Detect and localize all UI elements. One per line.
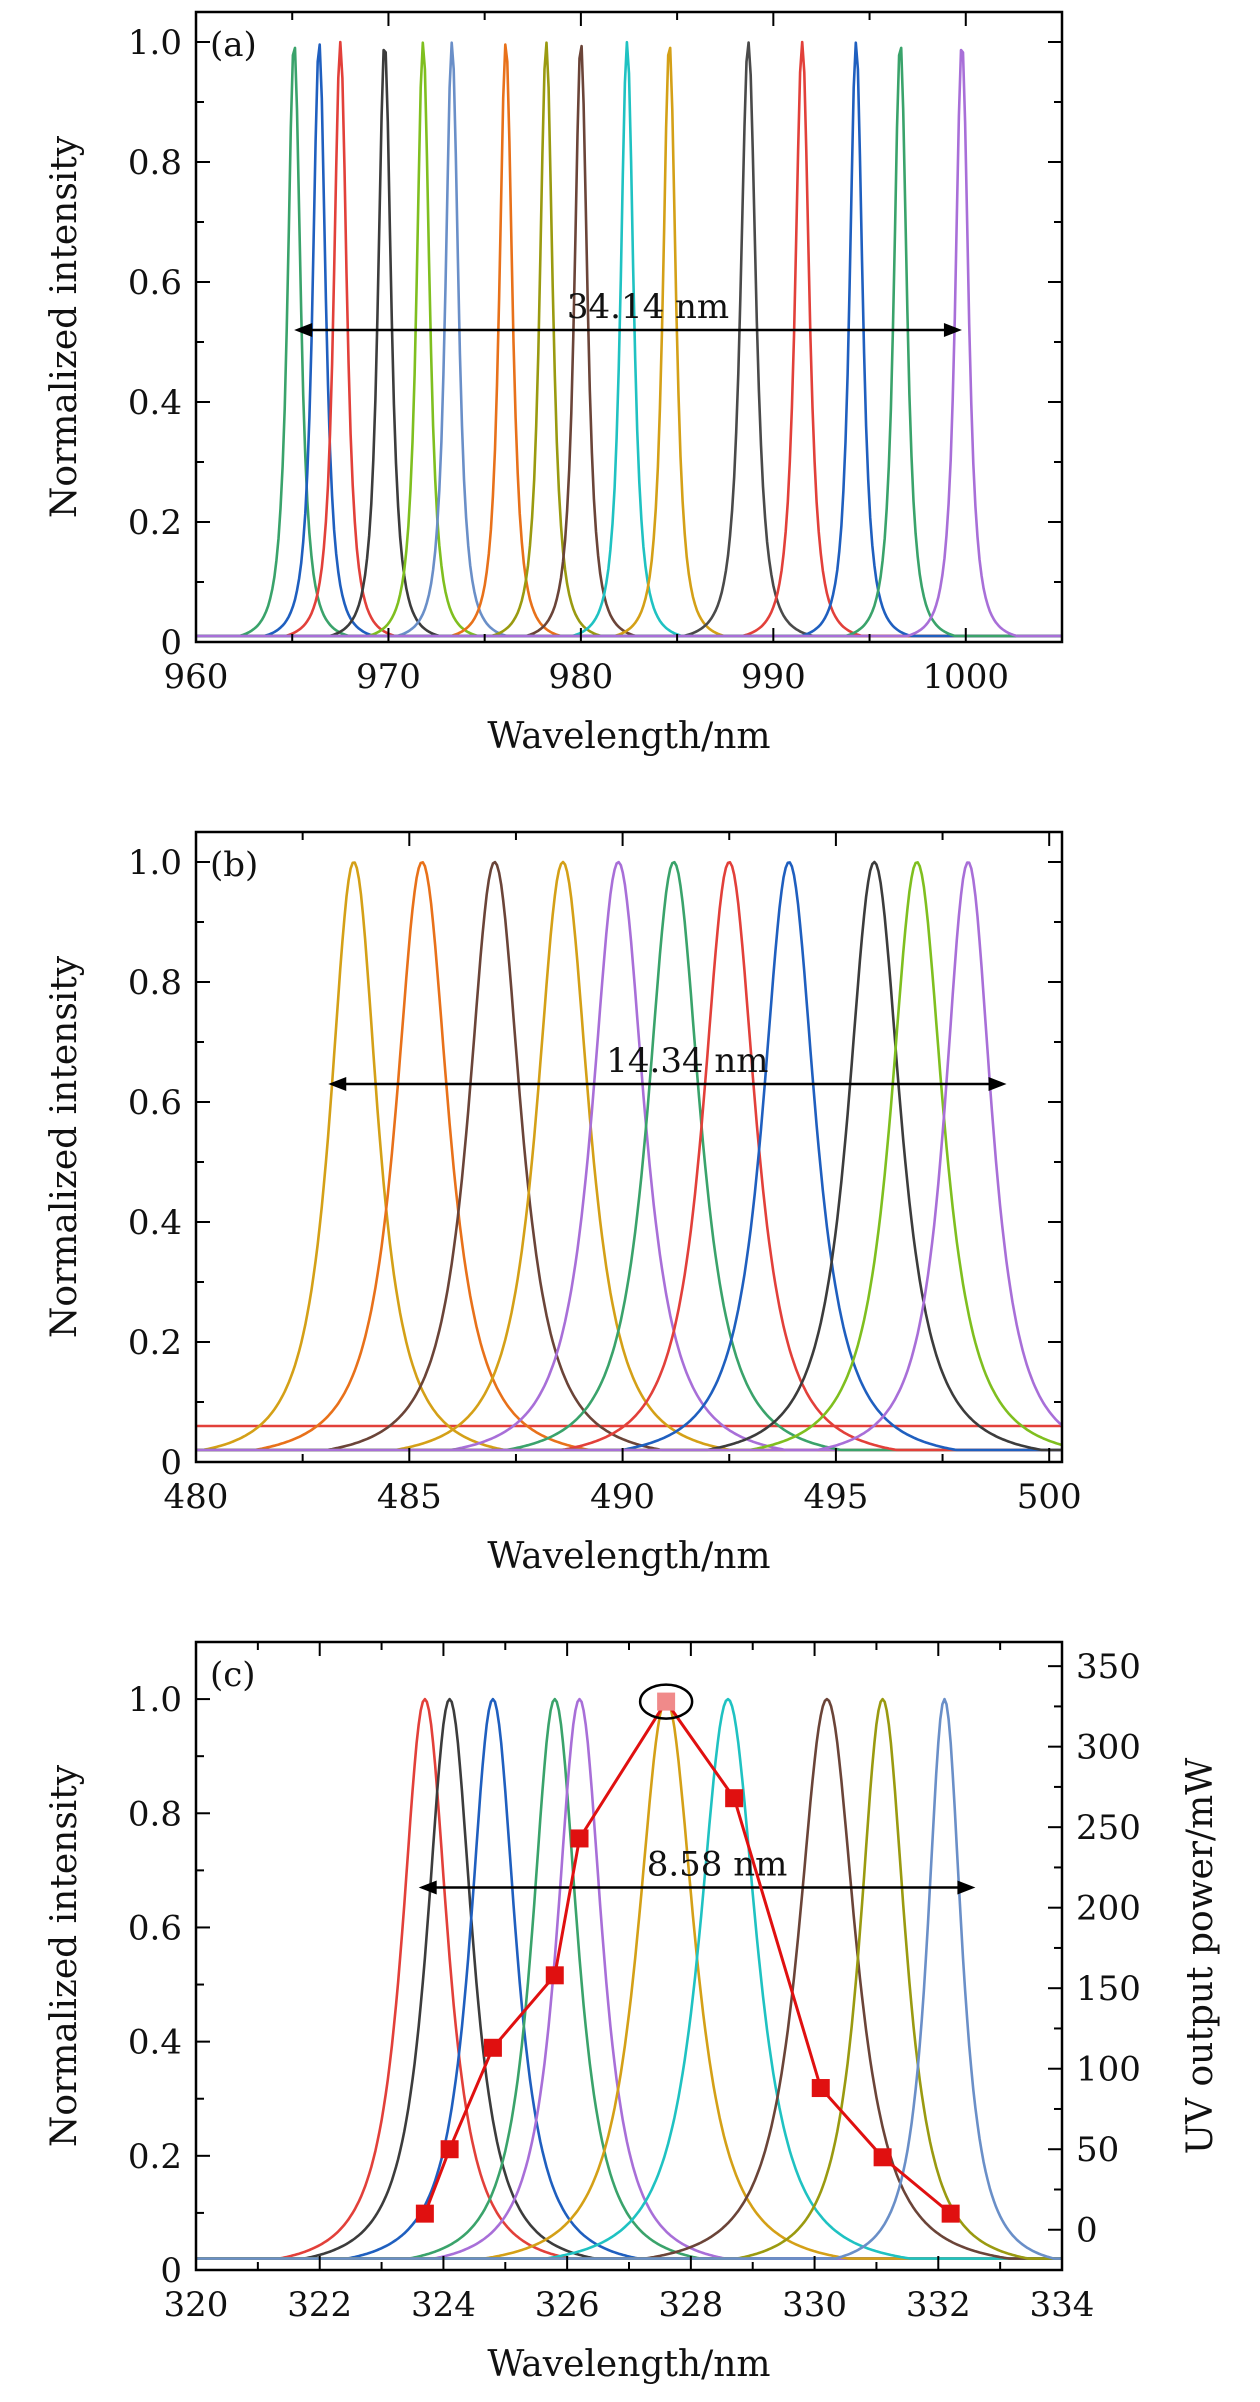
spectrum-series-3 [196, 1697, 1062, 2260]
plot-frame [194, 1640, 1064, 2272]
y-tick-label: 0.2 [128, 2137, 182, 2177]
spectrum-series-2 [196, 1697, 1062, 2260]
x-tick-label: 320 [164, 2285, 229, 2325]
x-tick-label: 322 [287, 2285, 352, 2325]
spectrum-series-7 [196, 1697, 1062, 2260]
x-tick-label: 490 [590, 1477, 655, 1517]
x-tick-label: 970 [356, 657, 421, 697]
range-arrow-head-right [957, 1880, 976, 1895]
spectrum-series-6 [196, 1697, 1062, 2260]
power-point [811, 2079, 830, 2098]
y2-tick-label: 50 [1076, 2130, 1119, 2170]
range-label: 34.14 nm [567, 287, 729, 327]
x-tick-label: 485 [377, 1477, 442, 1517]
plot-area [196, 40, 1062, 638]
x-tick-label: 326 [535, 2285, 600, 2325]
power-point [941, 2204, 960, 2223]
x-axis-title: Wavelength/nm [487, 716, 770, 757]
y-tick-label: 0.4 [128, 2023, 182, 2063]
spectrum-series-4 [196, 1697, 1062, 2260]
panel-label: (b) [210, 845, 258, 885]
power-point [570, 1829, 589, 1848]
x-tick-label: 960 [164, 657, 229, 697]
panel-label: (a) [210, 25, 257, 65]
power-point [415, 2204, 434, 2223]
range-arrow-head-right [943, 323, 962, 337]
y-tick-label: 0.6 [128, 263, 182, 303]
chart-panel-1: 960 970 980 990 1000 0 0.2 0.4 0.6 0.8 1.0 Waveleng… [44, 10, 1064, 757]
x-axis-title: Wavelength/nm [487, 2344, 770, 2385]
highlight-circle [638, 1683, 694, 1720]
x-tick-label: 332 [906, 2285, 971, 2325]
y2-tick-label: 0 [1076, 2211, 1098, 2251]
range-arrow-head-left [418, 1880, 437, 1895]
range-label: 14.34 nm [606, 1041, 768, 1081]
y2-tick-label: 350 [1076, 1647, 1141, 1687]
plot-area [196, 860, 1062, 1452]
spectrum-series-16 [196, 48, 1062, 638]
y-axis-title: Normalized intensity [44, 135, 85, 518]
plot-frame [194, 830, 1064, 1464]
power-point [725, 1789, 744, 1808]
y2-tick-label: 300 [1076, 1728, 1141, 1768]
y-tick-label: 0.8 [128, 1794, 182, 1834]
power-point [873, 2148, 892, 2167]
x-tick-label: 328 [658, 2285, 723, 2325]
spectrum-series-1 [196, 1697, 1062, 2260]
x-tick-label: 495 [803, 1477, 868, 1517]
power-point [545, 1966, 564, 1985]
range-arrow-head-left [328, 1077, 347, 1091]
spectrum-series-8 [196, 1697, 1062, 2260]
y-tick-label: 0.2 [128, 503, 182, 543]
spectrum-series-1 [196, 861, 1062, 1452]
plot-frame [194, 10, 1064, 644]
y-tick-label: 0.8 [128, 143, 182, 183]
x-tick-label: 324 [411, 2285, 476, 2325]
power-line [423, 1698, 952, 2215]
y-tick-label: 0 [160, 1443, 182, 1483]
y-tick-label: 1.0 [128, 1680, 182, 1720]
power-point [440, 2140, 459, 2159]
spectrum-series-9 [196, 1697, 1062, 2260]
y2-axis-title: UV output power/mW [1180, 1758, 1221, 2155]
x-tick-label: 480 [164, 1477, 229, 1517]
y-tick-label: 1.0 [128, 23, 182, 63]
y-tick-label: 0.8 [128, 963, 182, 1003]
range-arrow-head-left [294, 323, 313, 337]
x-axis-title: Wavelength/nm [487, 1536, 770, 1577]
x-tick-label: 990 [741, 657, 806, 697]
y-axis-title: Normalized intensity [44, 1764, 85, 2147]
y2-tick-label: 150 [1076, 1969, 1141, 2009]
range-arrow-head-right [988, 1077, 1007, 1091]
x-tick-label: 980 [548, 657, 613, 697]
plot-area [196, 1697, 1062, 2260]
y-tick-label: 0.6 [128, 1083, 182, 1123]
y-tick-label: 0.4 [128, 1203, 182, 1243]
y-tick-label: 0 [160, 2251, 182, 2291]
y-tick-label: 0.2 [128, 1323, 182, 1363]
spectrum-series-5 [196, 1697, 1062, 2260]
chart-panel-3: 320 322 324 326 328 330 332 334 0 0.2 0.4 0.6 0.8 1.0… [44, 1640, 1221, 2385]
y2-tick-label: 250 [1076, 1808, 1141, 1848]
y-tick-label: 0 [160, 623, 182, 663]
y2-tick-label: 100 [1076, 2050, 1141, 2090]
x-tick-label: 500 [1017, 1477, 1082, 1517]
spectrum-series-2 [196, 43, 1062, 638]
y-axis-title: Normalized intensity [44, 955, 85, 1338]
panel-label: (c) [210, 1655, 256, 1695]
range-label: 8.58 nm [647, 1844, 788, 1884]
y-tick-label: 0.6 [128, 1908, 182, 1948]
chart-panel-2: 480 485 490 495 500 0 0.2 0.4 0.6 0.8 1.0 Wavelengt… [44, 830, 1082, 1577]
x-tick-label: 334 [1030, 2285, 1095, 2325]
power-point [483, 2038, 502, 2057]
x-tick-label: 330 [782, 2285, 847, 2325]
spectrum-series-10 [196, 1697, 1062, 2260]
x-tick-label: 1000 [923, 657, 1010, 697]
y-tick-label: 1.0 [128, 843, 182, 883]
spectrum-series-11 [196, 861, 1062, 1452]
y2-tick-label: 200 [1076, 1889, 1141, 1929]
power-point [657, 1692, 676, 1711]
y-tick-label: 0.4 [128, 383, 182, 423]
